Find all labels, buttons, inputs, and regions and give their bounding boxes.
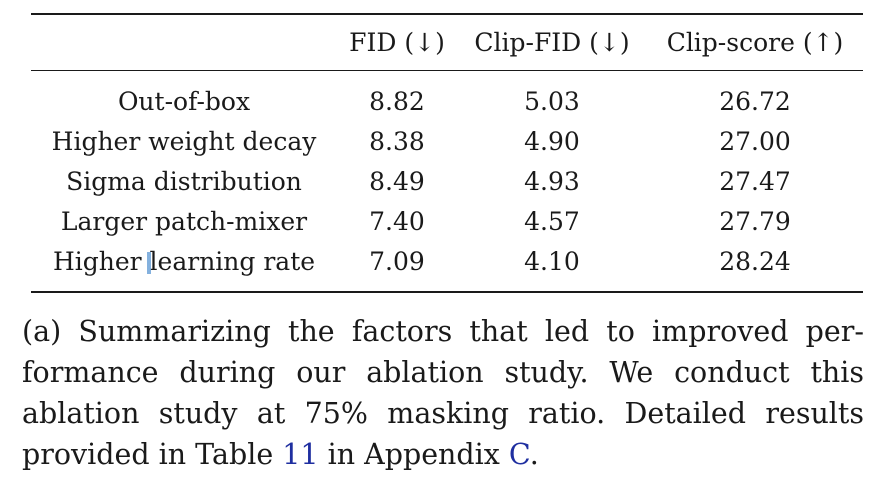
clip-fid-value: 4.93 [524, 166, 580, 196]
fid-value: 8.82 [369, 86, 425, 116]
row-label: Higher weight decay [51, 126, 317, 156]
row-label-part: learning rate [149, 246, 316, 276]
fid-value: 7.09 [369, 246, 425, 276]
table-row: Sigma distribution 8.49 4.93 27.47 [31, 161, 863, 201]
caption-line: ablation study at 75% masking ratio. Det… [22, 397, 864, 430]
ablation-table-container: FID (↓) Clip-FID (↓) Clip-score (↑) Out-… [31, 13, 863, 293]
clip-score-value: 27.47 [719, 166, 791, 196]
header-clip-fid: Clip-FID (↓) [474, 28, 630, 57]
clip-fid-value: 4.57 [524, 206, 580, 236]
clip-score-value: 26.72 [719, 86, 791, 116]
table-reference-link[interactable]: 11 [282, 438, 319, 471]
table-row: Higher learning rate 7.09 4.10 28.24 [31, 241, 863, 292]
caption-line: formance during our ablation study. We c… [22, 356, 864, 389]
row-label: Out-of-box [117, 86, 251, 116]
row-label-part: Higher [52, 246, 150, 276]
ablation-table: FID (↓) Clip-FID (↓) Clip-score (↑) Out-… [31, 13, 863, 293]
caption-text: . [529, 438, 539, 471]
caption-line: provided in Table 11 in Appendix C. [22, 434, 864, 475]
table-caption: (a) Summarizing the factors that led to … [22, 311, 864, 475]
fid-value: 7.40 [369, 206, 425, 236]
clip-fid-value: 5.03 [524, 86, 580, 116]
fid-value: 8.49 [369, 166, 425, 196]
table-row: Higher weight decay 8.38 4.90 27.00 [31, 121, 863, 161]
clip-score-value: 27.00 [719, 126, 791, 156]
clip-score-value: 27.79 [719, 206, 791, 236]
table-row: Larger patch-mixer 7.40 4.57 27.79 [31, 201, 863, 241]
caption-text: in Appendix [318, 438, 509, 471]
row-label: Sigma distribution [66, 166, 302, 196]
table-header-row: FID (↓) Clip-FID (↓) Clip-score (↑) [31, 14, 863, 71]
row-label: Larger patch-mixer [60, 206, 308, 236]
header-empty [31, 14, 337, 71]
table-row: Out-of-box 8.82 5.03 26.72 [31, 70, 863, 122]
fid-value: 8.38 [369, 126, 425, 156]
appendix-reference-link[interactable]: C [508, 438, 530, 471]
caption-line: (a) Summarizing the factors that led to … [22, 315, 864, 348]
header-fid: FID (↓) [349, 28, 445, 57]
text-cursor [146, 251, 151, 274]
clip-fid-value: 4.10 [524, 246, 580, 276]
caption-text: provided in Table [22, 438, 283, 471]
clip-score-value: 28.24 [719, 246, 791, 276]
header-clip-score: Clip-score (↑) [666, 28, 844, 57]
row-label: Higher learning rate [31, 241, 337, 292]
clip-fid-value: 4.90 [524, 126, 580, 156]
